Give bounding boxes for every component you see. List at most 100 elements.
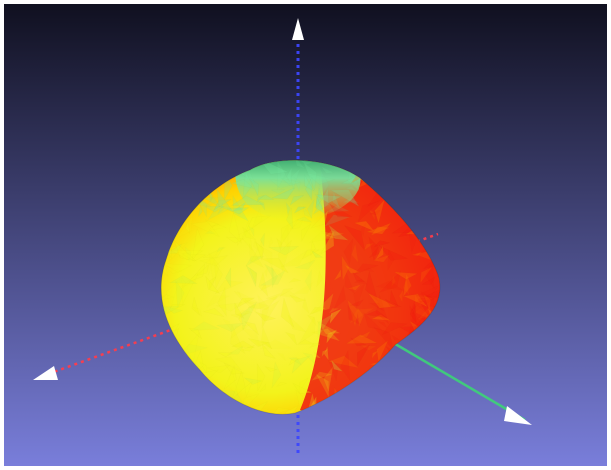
mesh-facet <box>320 231 334 255</box>
mesh-facet <box>217 287 227 317</box>
mesh-facet <box>242 306 250 317</box>
mesh-facet <box>369 245 380 258</box>
mesh-facet <box>322 230 345 239</box>
mesh-facet <box>368 236 379 262</box>
mesh-facet <box>208 252 220 284</box>
mesh-facet <box>302 249 320 260</box>
mesh-facet <box>196 263 210 276</box>
mesh-facet <box>302 352 316 365</box>
mesh-facet <box>203 206 225 212</box>
mesh-facet <box>293 176 301 192</box>
mesh-facet <box>316 271 323 287</box>
mesh-facet <box>268 236 273 248</box>
mesh-facet <box>285 332 297 345</box>
mesh-facet <box>232 371 246 400</box>
mesh-facet <box>347 299 359 327</box>
mesh-facet <box>260 270 286 286</box>
mesh-facet <box>218 352 233 357</box>
mesh-facet <box>329 203 353 218</box>
mesh-facet <box>181 272 199 287</box>
mesh-facet <box>313 188 329 215</box>
mesh-facet <box>231 179 254 189</box>
mesh-facet <box>310 241 316 257</box>
mesh-facet <box>225 236 245 244</box>
mesh-facet <box>277 239 292 272</box>
mesh-facet <box>299 377 309 393</box>
mesh-facet <box>217 203 224 215</box>
mesh-facet <box>402 273 412 298</box>
mesh-facet <box>259 383 266 392</box>
mesh-facet <box>185 221 190 234</box>
mesh-facet <box>244 299 269 310</box>
mesh-facet <box>214 262 223 289</box>
mesh-facet <box>323 366 334 392</box>
mesh-facet <box>203 308 225 317</box>
mesh-facet <box>288 357 302 366</box>
mesh-facet <box>248 338 270 347</box>
mesh-facet <box>347 284 361 291</box>
mesh-facet <box>420 267 433 283</box>
mesh-facet <box>281 251 307 267</box>
mesh-facet <box>170 229 180 246</box>
mesh-facet <box>414 293 432 321</box>
mesh-facet <box>423 294 431 311</box>
mesh-facet <box>376 294 389 324</box>
mesh-facet <box>368 293 397 309</box>
mesh-facet <box>191 297 200 316</box>
axis-y-line <box>384 336 526 422</box>
mesh-facet <box>215 302 243 312</box>
mesh-facet <box>184 246 192 262</box>
mesh-facet <box>227 368 238 396</box>
mesh-facet <box>231 195 264 206</box>
mesh-facet <box>315 187 324 209</box>
mesh-facet <box>409 305 424 329</box>
mesh-facet <box>206 365 231 373</box>
mesh-facet <box>233 202 246 212</box>
mesh-facet <box>277 160 286 190</box>
mesh-facet <box>235 309 253 317</box>
mesh-facet <box>176 215 193 239</box>
mesh-facet <box>357 307 364 327</box>
mesh-facet <box>181 278 196 305</box>
mesh-facet <box>268 246 299 256</box>
mesh-facet <box>166 323 180 331</box>
mesh-facet <box>241 393 260 413</box>
mesh-facet <box>366 310 388 318</box>
mesh-facet <box>344 272 355 294</box>
mesh-facet <box>165 266 182 274</box>
mesh-facet <box>181 277 186 291</box>
mesh-facet <box>394 272 418 280</box>
mesh-facet <box>245 256 265 267</box>
mesh-facet <box>340 350 350 381</box>
mesh-facet <box>287 314 306 332</box>
mesh-facet <box>371 226 390 236</box>
mesh-facet <box>296 216 312 223</box>
mesh-facet <box>324 214 350 227</box>
mesh-facet <box>408 231 417 253</box>
mesh-facet <box>300 160 313 165</box>
mesh-facet <box>378 321 387 328</box>
mesh-facet <box>346 334 378 344</box>
mesh-facet <box>314 194 342 204</box>
mesh-facet <box>360 345 377 351</box>
mesh-facet <box>206 295 230 308</box>
mesh-facet <box>290 168 301 189</box>
mesh-facet <box>382 322 408 335</box>
mesh-facet <box>223 365 237 390</box>
axis-y <box>384 336 532 425</box>
mesh-facet <box>303 206 313 218</box>
mesh-facet <box>390 290 399 307</box>
mesh-facet <box>241 220 253 251</box>
mesh-facet <box>281 224 289 248</box>
mesh-facet <box>354 221 375 232</box>
mesh-facet <box>288 358 300 366</box>
mesh-facet <box>188 263 205 282</box>
mesh-facet <box>328 224 349 241</box>
mesh-facet <box>292 281 314 295</box>
mesh-facet <box>330 189 360 207</box>
mesh-facet <box>341 255 350 281</box>
mesh-facet <box>372 254 390 263</box>
mesh-facet <box>174 240 196 261</box>
